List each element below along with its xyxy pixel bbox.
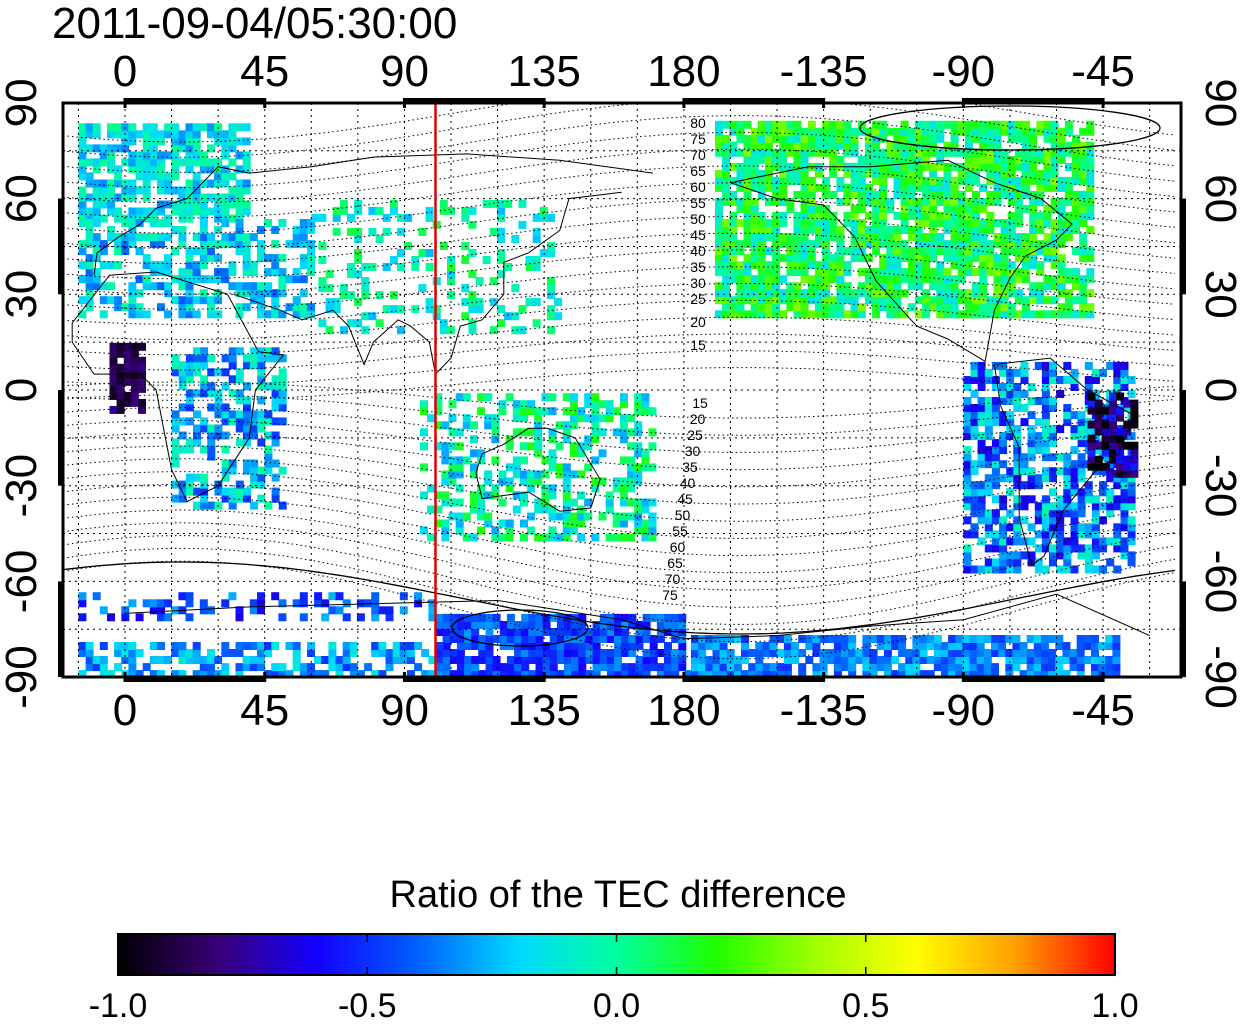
contour-label: 30: [685, 443, 701, 459]
colorbar-ticks: -1.0 -0.5 0.0 0.5 1.0: [89, 934, 1139, 1024]
lon-tick-label: -135: [780, 47, 868, 96]
contour-label: 30: [690, 275, 706, 291]
tec-data-layer: [78, 120, 1139, 677]
contour-label: 45: [690, 227, 706, 243]
map-title: 2011-09-04/05:30:00: [52, 0, 458, 48]
lat-tick-label: 0: [1196, 378, 1240, 402]
lon-tick-label: -45: [1071, 47, 1135, 96]
contour-label: 75: [662, 587, 678, 603]
contour-label: 20: [690, 314, 706, 330]
lat-tick-label: -90: [1196, 645, 1240, 709]
colorbar-tick-label: 0.5: [842, 987, 889, 1024]
lon-tick-label: 135: [507, 47, 580, 96]
contour-label: 15: [690, 337, 706, 353]
contour-label: 70: [690, 147, 706, 163]
contour-label: 25: [690, 291, 706, 307]
lat-tick-label: -90: [0, 645, 46, 709]
lat-tick-label: 30: [0, 270, 46, 319]
colorbar-title: Ratio of the TEC difference: [389, 874, 847, 916]
magnetic-contours: [63, 103, 1176, 660]
lat-tick-label: -30: [1196, 454, 1240, 518]
contour-label: 55: [672, 523, 688, 539]
lat-tick-label: 0: [0, 378, 46, 402]
lon-tick-label: 0: [113, 686, 137, 735]
contour-label: 80: [690, 115, 706, 131]
contour-label: 50: [690, 211, 706, 227]
contour-label: 60: [670, 539, 686, 555]
top-lon-labels: 0 45 90 135 180 -135 -90 -45: [113, 47, 1135, 96]
colorbar-tick-label: 1.0: [1091, 987, 1138, 1024]
left-lat-labels: -90 -60 -30 0 30 60 90: [0, 78, 46, 708]
bottom-lon-labels: 0 45 90 135 180 -135 -90 -45: [113, 686, 1135, 735]
lon-tick-label: 90: [380, 47, 429, 96]
lon-tick-label: 45: [240, 47, 289, 96]
contour-label: 70: [665, 571, 681, 587]
contour-label: 75: [690, 131, 706, 147]
contour-label: 40: [690, 243, 706, 259]
lon-tick-label: 180: [647, 686, 720, 735]
contour-label: 65: [690, 163, 706, 179]
contour-label: 65: [667, 555, 683, 571]
lon-tick-label: -90: [932, 47, 996, 96]
lon-tick-label: 0: [113, 47, 137, 96]
colorbar-tick-label: 0.0: [593, 987, 640, 1024]
lat-tick-label: 90: [0, 78, 46, 127]
lon-tick-label: -45: [1071, 686, 1135, 735]
contour-label: 45: [677, 491, 693, 507]
contour-label: 35: [682, 459, 698, 475]
contour-label: 15: [692, 395, 708, 411]
frame-tick-marks: [58, 98, 1186, 682]
contour-label: 20: [690, 411, 706, 427]
contour-label: 50: [675, 507, 691, 523]
lat-tick-label: 60: [1196, 174, 1240, 223]
colorbar-tick-label: -1.0: [89, 987, 148, 1024]
lat-tick-label: -60: [0, 550, 46, 614]
graticule: [63, 103, 1181, 677]
lat-tick-label: 60: [0, 174, 46, 223]
lon-tick-label: 180: [647, 47, 720, 96]
lat-tick-label: 30: [1196, 270, 1240, 319]
colorbar-tick-label: -0.5: [338, 987, 397, 1024]
contour-label: 40: [680, 475, 696, 491]
contour-label: 55: [690, 195, 706, 211]
lat-tick-label: -30: [0, 454, 46, 518]
lon-tick-label: -90: [932, 686, 996, 735]
lon-tick-label: 45: [240, 686, 289, 735]
lon-tick-label: 90: [380, 686, 429, 735]
coastlines: [71, 153, 1150, 640]
lon-tick-label: -135: [780, 686, 868, 735]
contour-labels: 8075706560555045403530252015152025303540…: [662, 115, 708, 603]
lon-tick-label: 135: [507, 686, 580, 735]
lat-tick-label: -60: [1196, 550, 1240, 614]
lat-tick-label: 90: [1196, 78, 1240, 127]
contour-label: 25: [687, 427, 703, 443]
contour-label: 35: [690, 259, 706, 275]
contour-label: 60: [690, 179, 706, 195]
right-lat-labels: -90 -60 -30 0 30 60 90: [1196, 78, 1240, 708]
